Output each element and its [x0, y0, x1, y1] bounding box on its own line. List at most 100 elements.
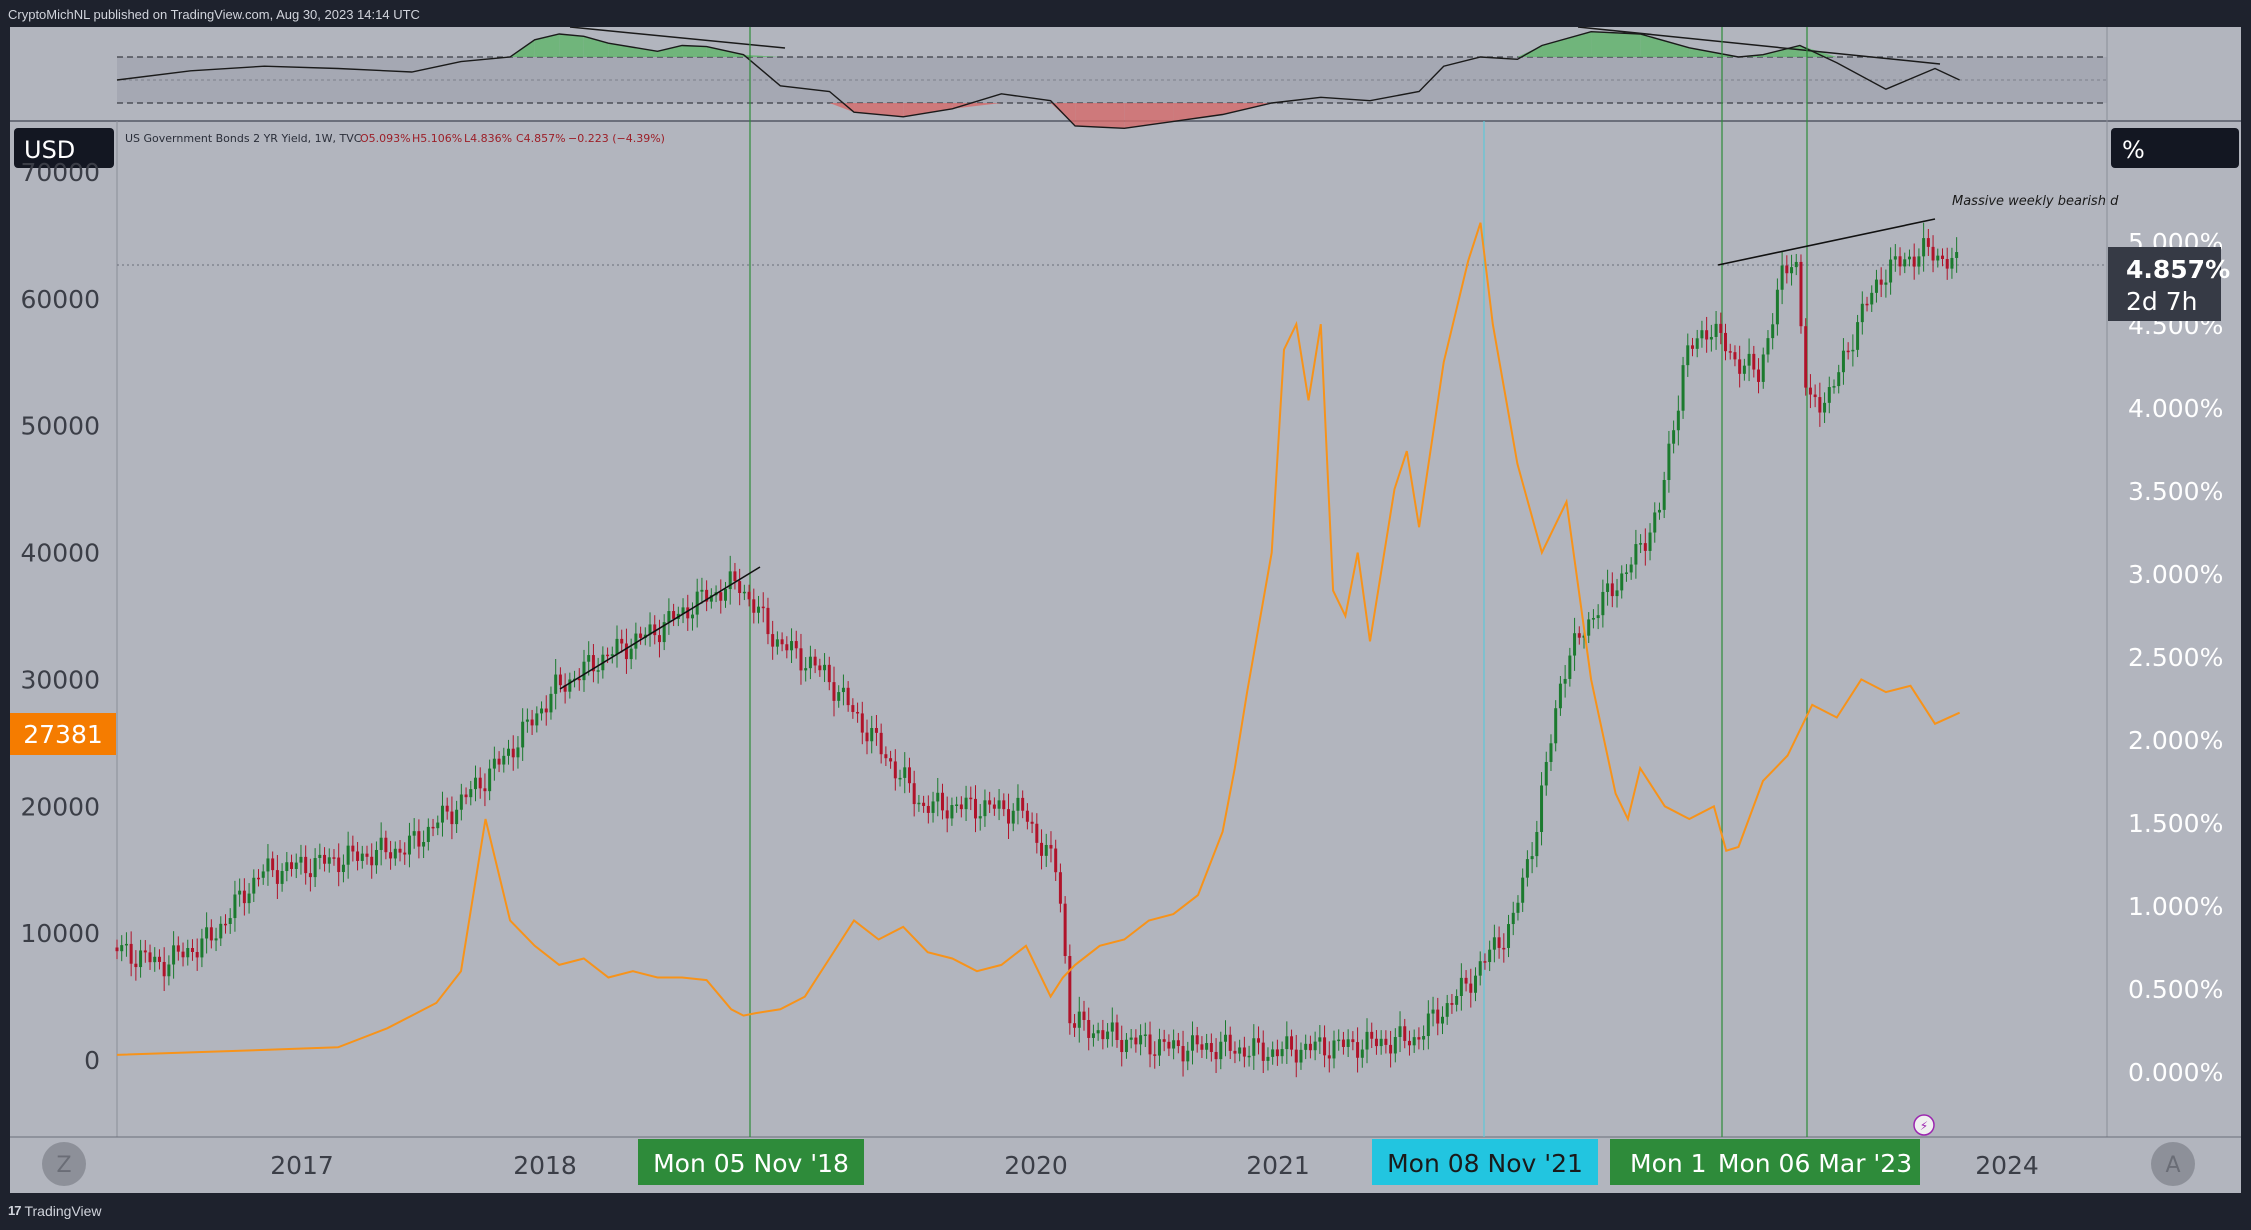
candle-body: [195, 952, 199, 958]
candle-body: [794, 641, 798, 649]
candle-body: [856, 711, 860, 714]
last-value-badge: [2108, 247, 2221, 321]
candle-body: [1620, 573, 1624, 591]
candle-body: [1950, 257, 1954, 269]
candle-body: [620, 638, 624, 644]
chart-area[interactable]: US Government Bonds 2 YR Yield, 1W, TVC …: [10, 27, 2241, 1193]
marker-badge-nov-2021[interactable]: [1372, 1139, 1598, 1185]
lightning-icon[interactable]: [1913, 1114, 1935, 1136]
trendline-2018[interactable]: [559, 566, 761, 690]
candle-body: [1044, 844, 1048, 856]
candle-body: [1851, 349, 1855, 352]
candle-body: [997, 800, 1001, 809]
candle-body: [747, 591, 751, 600]
candle-body: [351, 845, 355, 852]
candle-body: [1007, 809, 1011, 824]
left-circle-label: Z: [56, 1153, 71, 1178]
candle-body: [1379, 1038, 1383, 1047]
candle-body: [1360, 1049, 1364, 1058]
candle-body: [1242, 1047, 1246, 1057]
osc-oversold-fill: [829, 103, 855, 113]
candle-body: [205, 927, 209, 939]
candle-body: [1077, 1011, 1081, 1028]
marker-badge-mar-2023[interactable]: [1710, 1139, 1920, 1185]
candle-body: [1393, 1037, 1397, 1054]
candle-body: [1030, 821, 1034, 824]
candle-body: [318, 854, 322, 859]
marker-label-nov-2018: Mon 05 Nov '18: [653, 1149, 849, 1178]
candle-body: [978, 816, 982, 819]
marker-badge-nov-2018[interactable]: [638, 1139, 864, 1185]
candle-body: [1073, 1023, 1077, 1028]
candle-body: [1549, 743, 1553, 762]
candle-body: [1356, 1042, 1360, 1058]
unit-button[interactable]: [2111, 128, 2239, 168]
candle-body: [1181, 1046, 1185, 1062]
candle-body: [1431, 1009, 1435, 1014]
candle-body: [653, 624, 657, 636]
candle-body: [771, 634, 775, 647]
currency-label: USD: [24, 136, 75, 164]
candle-body: [1417, 1037, 1421, 1040]
candle-body: [1106, 1031, 1110, 1040]
candle-body: [1662, 479, 1666, 510]
candle-body: [1016, 797, 1020, 811]
candle-body: [280, 871, 284, 884]
candle-body: [615, 638, 619, 655]
candle-body: [544, 708, 548, 713]
candle-body: [639, 633, 643, 638]
candle-body: [1700, 330, 1704, 339]
annotation-text[interactable]: Massive weekly bearish d: [1952, 194, 2119, 209]
left-tick-label: 40000: [20, 539, 100, 568]
legend-symbol: US Government Bonds 2 YR Yield, 1W, TVC: [125, 132, 362, 145]
candle-body: [813, 656, 817, 666]
candle-body: [1474, 975, 1478, 993]
candle-body: [903, 767, 907, 778]
osc-trendline-2: [1577, 27, 1941, 65]
candle-body: [1827, 387, 1831, 403]
candle-body: [1455, 995, 1459, 1005]
candle-body: [667, 611, 671, 623]
candle-body: [1176, 1040, 1180, 1047]
candle-body: [568, 679, 572, 692]
candle-body: [974, 798, 978, 819]
candle-body: [1341, 1039, 1345, 1047]
candle-body: [1332, 1040, 1336, 1059]
osc-overbought-fill: [1541, 31, 1592, 57]
candle-body: [1049, 844, 1053, 849]
currency-button[interactable]: [14, 128, 114, 168]
right-circle-button[interactable]: [2151, 1142, 2195, 1186]
candle-body: [120, 945, 124, 952]
right-tick-label: 2.500%: [2128, 643, 2223, 672]
candle-body: [577, 678, 581, 681]
candle-body: [587, 655, 591, 662]
marker-badge-2022[interactable]: [1610, 1139, 1720, 1185]
candle-body: [1846, 350, 1850, 353]
chart-svg[interactable]: US Government Bonds 2 YR Yield, 1W, TVC …: [10, 27, 2241, 1193]
candle-body: [1040, 842, 1044, 856]
candle-body: [440, 805, 444, 823]
candle-body: [1837, 372, 1841, 387]
candle-body: [521, 721, 525, 748]
candle-body: [931, 801, 935, 813]
candle-body: [884, 754, 888, 759]
candle-body: [478, 777, 482, 789]
candle-body: [1313, 1041, 1317, 1051]
candle-body: [1912, 256, 1916, 267]
candle-body: [841, 687, 845, 693]
left-circle-button[interactable]: [42, 1142, 86, 1186]
candle-body: [323, 854, 327, 864]
candle-body: [1294, 1049, 1298, 1063]
candle-body: [662, 622, 666, 643]
osc-overbought-fill: [1591, 31, 1641, 57]
left-tick-label: 20000: [20, 792, 100, 821]
marker-label-2022: Mon 1: [1630, 1149, 1707, 1178]
candle-body: [1115, 1022, 1119, 1040]
candle-body: [1705, 330, 1709, 340]
trendline-2023[interactable]: [1717, 218, 1936, 266]
candle-body: [686, 607, 690, 619]
candle-body: [1893, 256, 1897, 260]
candle-body: [1898, 256, 1902, 267]
candle-body: [1606, 583, 1610, 592]
candle-body: [766, 607, 770, 635]
